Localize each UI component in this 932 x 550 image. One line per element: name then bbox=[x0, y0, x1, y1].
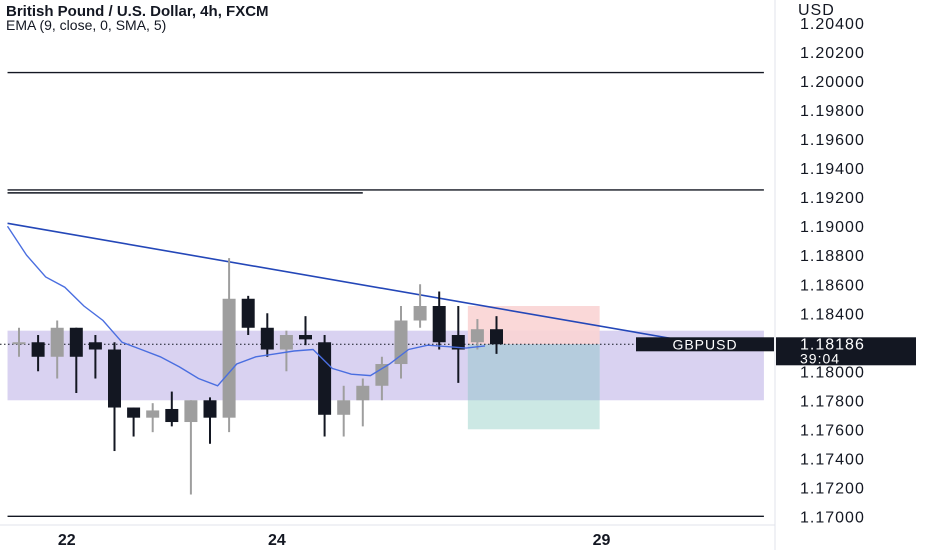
candle[interactable] bbox=[470, 319, 484, 350]
candle-body bbox=[394, 320, 408, 365]
descending-trendline[interactable] bbox=[7, 222, 694, 344]
candle-body bbox=[356, 385, 370, 401]
candle-body bbox=[279, 335, 293, 350]
date-tick-label: 24 bbox=[268, 532, 286, 549]
candle[interactable] bbox=[318, 335, 332, 437]
chart-zones bbox=[7, 306, 764, 430]
candle-body bbox=[31, 342, 45, 357]
candle-body bbox=[50, 327, 64, 357]
candle-body bbox=[299, 335, 312, 340]
symbol-label: GBPUSD bbox=[672, 336, 737, 352]
time-axis: 22 24 29 bbox=[58, 532, 611, 549]
candle[interactable] bbox=[451, 306, 465, 383]
candle-body bbox=[184, 400, 198, 423]
price-tick-label: 1.19600 bbox=[800, 132, 865, 149]
candle-body bbox=[470, 329, 484, 343]
symbol-title: British Pound / U.S. Dollar, 4h, FXCM bbox=[6, 3, 269, 20]
price-tick-label: 1.17800 bbox=[800, 393, 865, 410]
price-tick-label: 1.18000 bbox=[800, 364, 865, 381]
candle[interactable] bbox=[165, 391, 179, 427]
price-tick-label: 1.19000 bbox=[800, 219, 865, 236]
candle-body bbox=[12, 342, 26, 345]
candle[interactable] bbox=[146, 403, 160, 433]
take-profit-zone-overlap bbox=[467, 344, 600, 401]
candle[interactable] bbox=[184, 400, 198, 495]
candle-body bbox=[337, 400, 351, 415]
date-tick-label: 22 bbox=[58, 532, 76, 549]
price-tick-label: 1.19200 bbox=[800, 190, 865, 207]
candle-body bbox=[69, 327, 83, 357]
price-tick-label: 1.18600 bbox=[800, 277, 865, 294]
price-tick-label: 1.18400 bbox=[800, 306, 865, 323]
stop-loss-area[interactable] bbox=[467, 306, 600, 345]
candle-body bbox=[222, 298, 236, 418]
candle-body bbox=[413, 306, 427, 321]
candle[interactable] bbox=[260, 313, 274, 357]
price-label-bg bbox=[776, 337, 916, 366]
indicator-title[interactable]: EMA (9, close, 0, SMA, 5) bbox=[6, 17, 167, 33]
price-label-countdown: 39:04 bbox=[800, 350, 840, 366]
price-tick-label: 1.18800 bbox=[800, 248, 865, 265]
price-tick-label: 1.17000 bbox=[800, 509, 865, 526]
candle[interactable] bbox=[356, 378, 370, 427]
candle-body bbox=[241, 298, 255, 328]
candle-body bbox=[146, 410, 160, 418]
candle-body bbox=[451, 335, 465, 350]
candle[interactable] bbox=[413, 284, 427, 328]
candle-body bbox=[375, 364, 389, 386]
candle[interactable] bbox=[375, 356, 389, 401]
candle[interactable] bbox=[31, 335, 45, 372]
candle-body bbox=[108, 349, 121, 408]
candle[interactable] bbox=[12, 327, 26, 357]
candle-body bbox=[432, 306, 446, 343]
candle-series bbox=[12, 258, 503, 495]
candle[interactable] bbox=[337, 385, 351, 437]
candle-body bbox=[203, 400, 217, 418]
price-tick-label: 1.20400 bbox=[800, 16, 865, 33]
candle[interactable] bbox=[299, 316, 312, 346]
date-tick-label: 29 bbox=[593, 532, 611, 549]
candle-body bbox=[88, 342, 102, 350]
candle[interactable] bbox=[241, 295, 255, 336]
candle[interactable] bbox=[69, 327, 83, 394]
candle[interactable] bbox=[279, 330, 293, 372]
candle[interactable] bbox=[490, 316, 503, 354]
candle-body bbox=[165, 408, 179, 423]
price-label-value: 1.18186 bbox=[800, 336, 865, 353]
candle[interactable] bbox=[222, 258, 236, 433]
candle[interactable] bbox=[108, 342, 121, 452]
candle[interactable] bbox=[127, 407, 141, 437]
candle-body bbox=[490, 329, 503, 345]
candle[interactable] bbox=[50, 320, 64, 379]
price-tick-label: 1.17600 bbox=[800, 422, 865, 439]
candle-body bbox=[318, 342, 332, 415]
price-tick-label: 1.20000 bbox=[800, 74, 865, 91]
price-tick-label: 1.17200 bbox=[800, 480, 865, 497]
ema-series bbox=[6, 225, 486, 387]
candle-body bbox=[127, 407, 141, 418]
price-tick-label: 1.20200 bbox=[800, 45, 865, 62]
candle[interactable] bbox=[432, 291, 446, 350]
symbol-label-bg bbox=[636, 337, 774, 352]
candle[interactable] bbox=[88, 335, 102, 379]
price-tick-label: 1.17400 bbox=[800, 451, 865, 468]
price-tick-label: 1.19800 bbox=[800, 103, 865, 120]
ema-line[interactable] bbox=[6, 225, 486, 387]
price-axis-currency: USD bbox=[798, 2, 835, 19]
price-tick-label: 1.19400 bbox=[800, 161, 865, 178]
candle[interactable] bbox=[203, 397, 217, 444]
candle-body bbox=[260, 327, 274, 350]
